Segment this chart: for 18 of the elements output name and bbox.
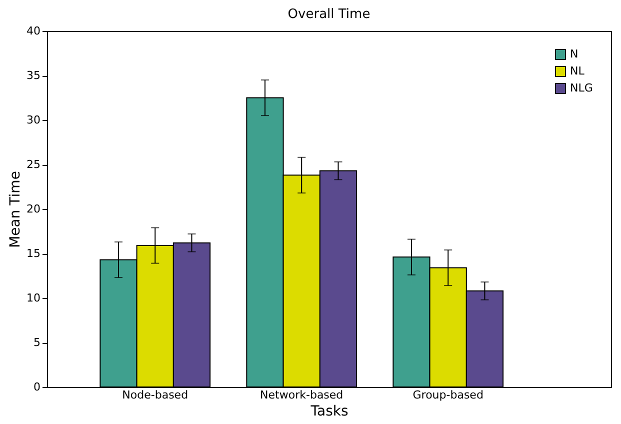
chart-title: Overall Time [288,7,370,22]
y-tick-label: 0 [34,380,40,394]
y-tick-label: 25 [26,158,40,171]
x-tick-label: Node-based [122,388,188,402]
y-tick-label: 15 [26,247,40,260]
y-tick-label: 40 [26,24,40,38]
x-tick-label: Group-based [412,388,484,402]
y-tick-label: 35 [26,69,40,82]
y-tick-label: 30 [26,114,40,126]
legend-label: NLG [570,82,593,94]
legend-label: NL [570,64,586,78]
y-tick-label: 10 [26,292,40,304]
y-tick-label: 5 [34,336,40,349]
x-tick-label: Network-based [260,388,344,402]
y-tick-label: 20 [26,202,40,216]
y-axis-title: Mean Time [8,171,24,248]
legend-label: N [570,48,578,60]
x-axis-title: Tasks [310,404,348,420]
